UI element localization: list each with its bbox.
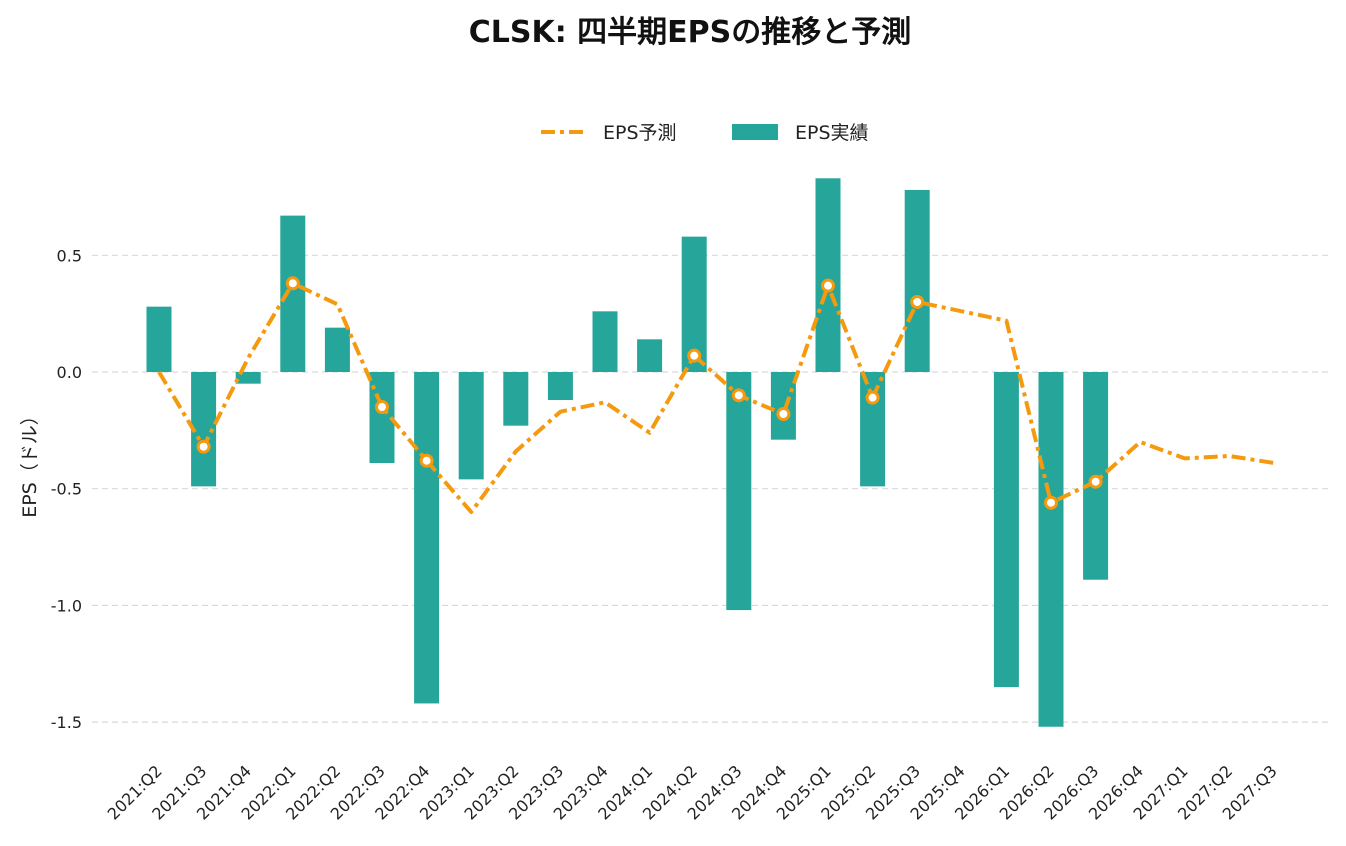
eps-actual-bar (904, 189, 930, 372)
x-axis-ticks: 2021:Q22021:Q32021:Q42022:Q12022:Q22022:… (104, 761, 1281, 823)
eps-forecast-point (196, 439, 211, 454)
grid (92, 254, 1330, 723)
eps-actual-bar (637, 339, 663, 372)
eps-actual-bar (993, 372, 1019, 688)
eps-actual-bar (235, 372, 261, 384)
eps-forecast-point (910, 294, 925, 309)
chart-title: CLSK: 四半期EPSの推移と予測 (469, 15, 912, 50)
y-tick-label: -1.0 (51, 596, 82, 615)
eps-actual-bar (146, 306, 172, 372)
eps-actual-bar (458, 372, 484, 480)
y-axis-ticks: 0.5 0.0 -0.5 -1.0 -1.5 (51, 246, 82, 732)
legend-label-actual: EPS実績 (795, 122, 869, 144)
eps-forecast-point (375, 400, 389, 415)
forecast-line (157, 276, 1275, 514)
y-tick-label: -0.5 (51, 480, 82, 499)
eps-actual-bar (770, 372, 796, 440)
eps-actual-bar (324, 327, 350, 372)
eps-actual-bar (547, 372, 573, 401)
eps-forecast-point (731, 388, 746, 403)
eps-actual-bar (280, 215, 306, 372)
eps-actual-bar (1038, 372, 1064, 727)
legend: EPS予測 EPS実績 (541, 122, 869, 144)
eps-actual-bar (815, 178, 841, 372)
legend-label-forecast: EPS予測 (603, 122, 677, 144)
eps-actual-bar (726, 372, 752, 611)
eps-forecast-line (157, 281, 1275, 514)
eps-forecast-point (1044, 495, 1058, 510)
y-tick-label: 0.0 (57, 363, 82, 382)
eps-forecast-point (1088, 474, 1103, 489)
legend-bar-swatch (732, 124, 778, 140)
eps-forecast-point (821, 278, 835, 293)
eps-actual-bar (592, 311, 618, 372)
eps-forecast-point (776, 407, 791, 422)
eps-forecast-point (285, 276, 300, 291)
eps-forecast-point (865, 390, 880, 405)
eps-forecast-point (687, 348, 702, 363)
eps-actual-bar (414, 372, 440, 704)
eps-actual-bar (860, 372, 886, 487)
y-tick-label: -1.5 (51, 713, 82, 732)
eps-forecast-point (419, 453, 434, 468)
bars (146, 178, 1109, 727)
y-axis-label: EPS（ドル） (19, 406, 41, 518)
y-tick-label: 0.5 (57, 246, 82, 265)
eps-actual-bar (503, 372, 529, 426)
